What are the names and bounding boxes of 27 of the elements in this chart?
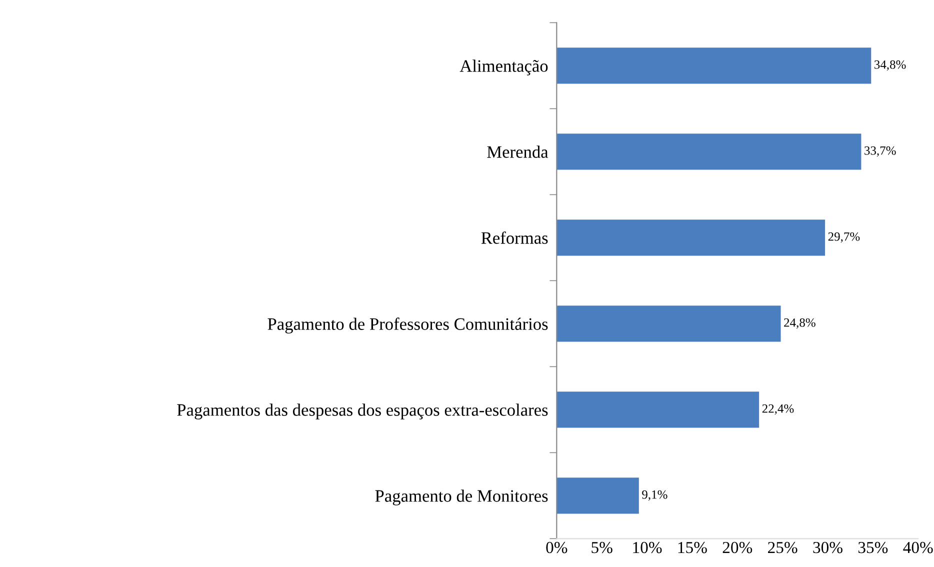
- x-tick-label: 40%: [903, 542, 933, 554]
- bar: [556, 134, 862, 170]
- bar: [556, 478, 639, 514]
- x-tick-label: 5%: [592, 542, 612, 554]
- x-tick-label: 35%: [858, 542, 888, 554]
- y-tick-label: Reformas: [481, 231, 548, 244]
- data-label: 33,7%: [864, 146, 896, 157]
- x-tick-label: 25%: [768, 542, 798, 554]
- y-tick-label: Pagamentos das despesas dos espaços extra-escolares: [177, 404, 548, 420]
- y-tick-label: Alimentação: [460, 60, 548, 76]
- bar: [556, 220, 826, 256]
- data-label: 22,4%: [762, 404, 794, 415]
- x-tick-label: 30%: [813, 542, 842, 554]
- x-tick-label: 10%: [633, 542, 662, 554]
- data-label: 34,8%: [874, 60, 906, 71]
- data-label: 24,8%: [784, 318, 816, 329]
- y-tick-label: Pagamento de Professores Comunitários: [268, 318, 548, 334]
- bar: [556, 392, 760, 428]
- bar: [556, 48, 872, 84]
- y-tick-label: Merenda: [487, 146, 548, 158]
- x-tick-label: 20%: [722, 542, 752, 554]
- bar: [556, 306, 781, 342]
- x-tick-label: 0%: [546, 542, 568, 554]
- x-tick-label: 15%: [678, 542, 707, 554]
- data-label: 29,7%: [828, 232, 860, 243]
- data-label: 9,1%: [642, 490, 668, 501]
- y-tick-label: Pagamento de Monitores: [375, 490, 548, 506]
